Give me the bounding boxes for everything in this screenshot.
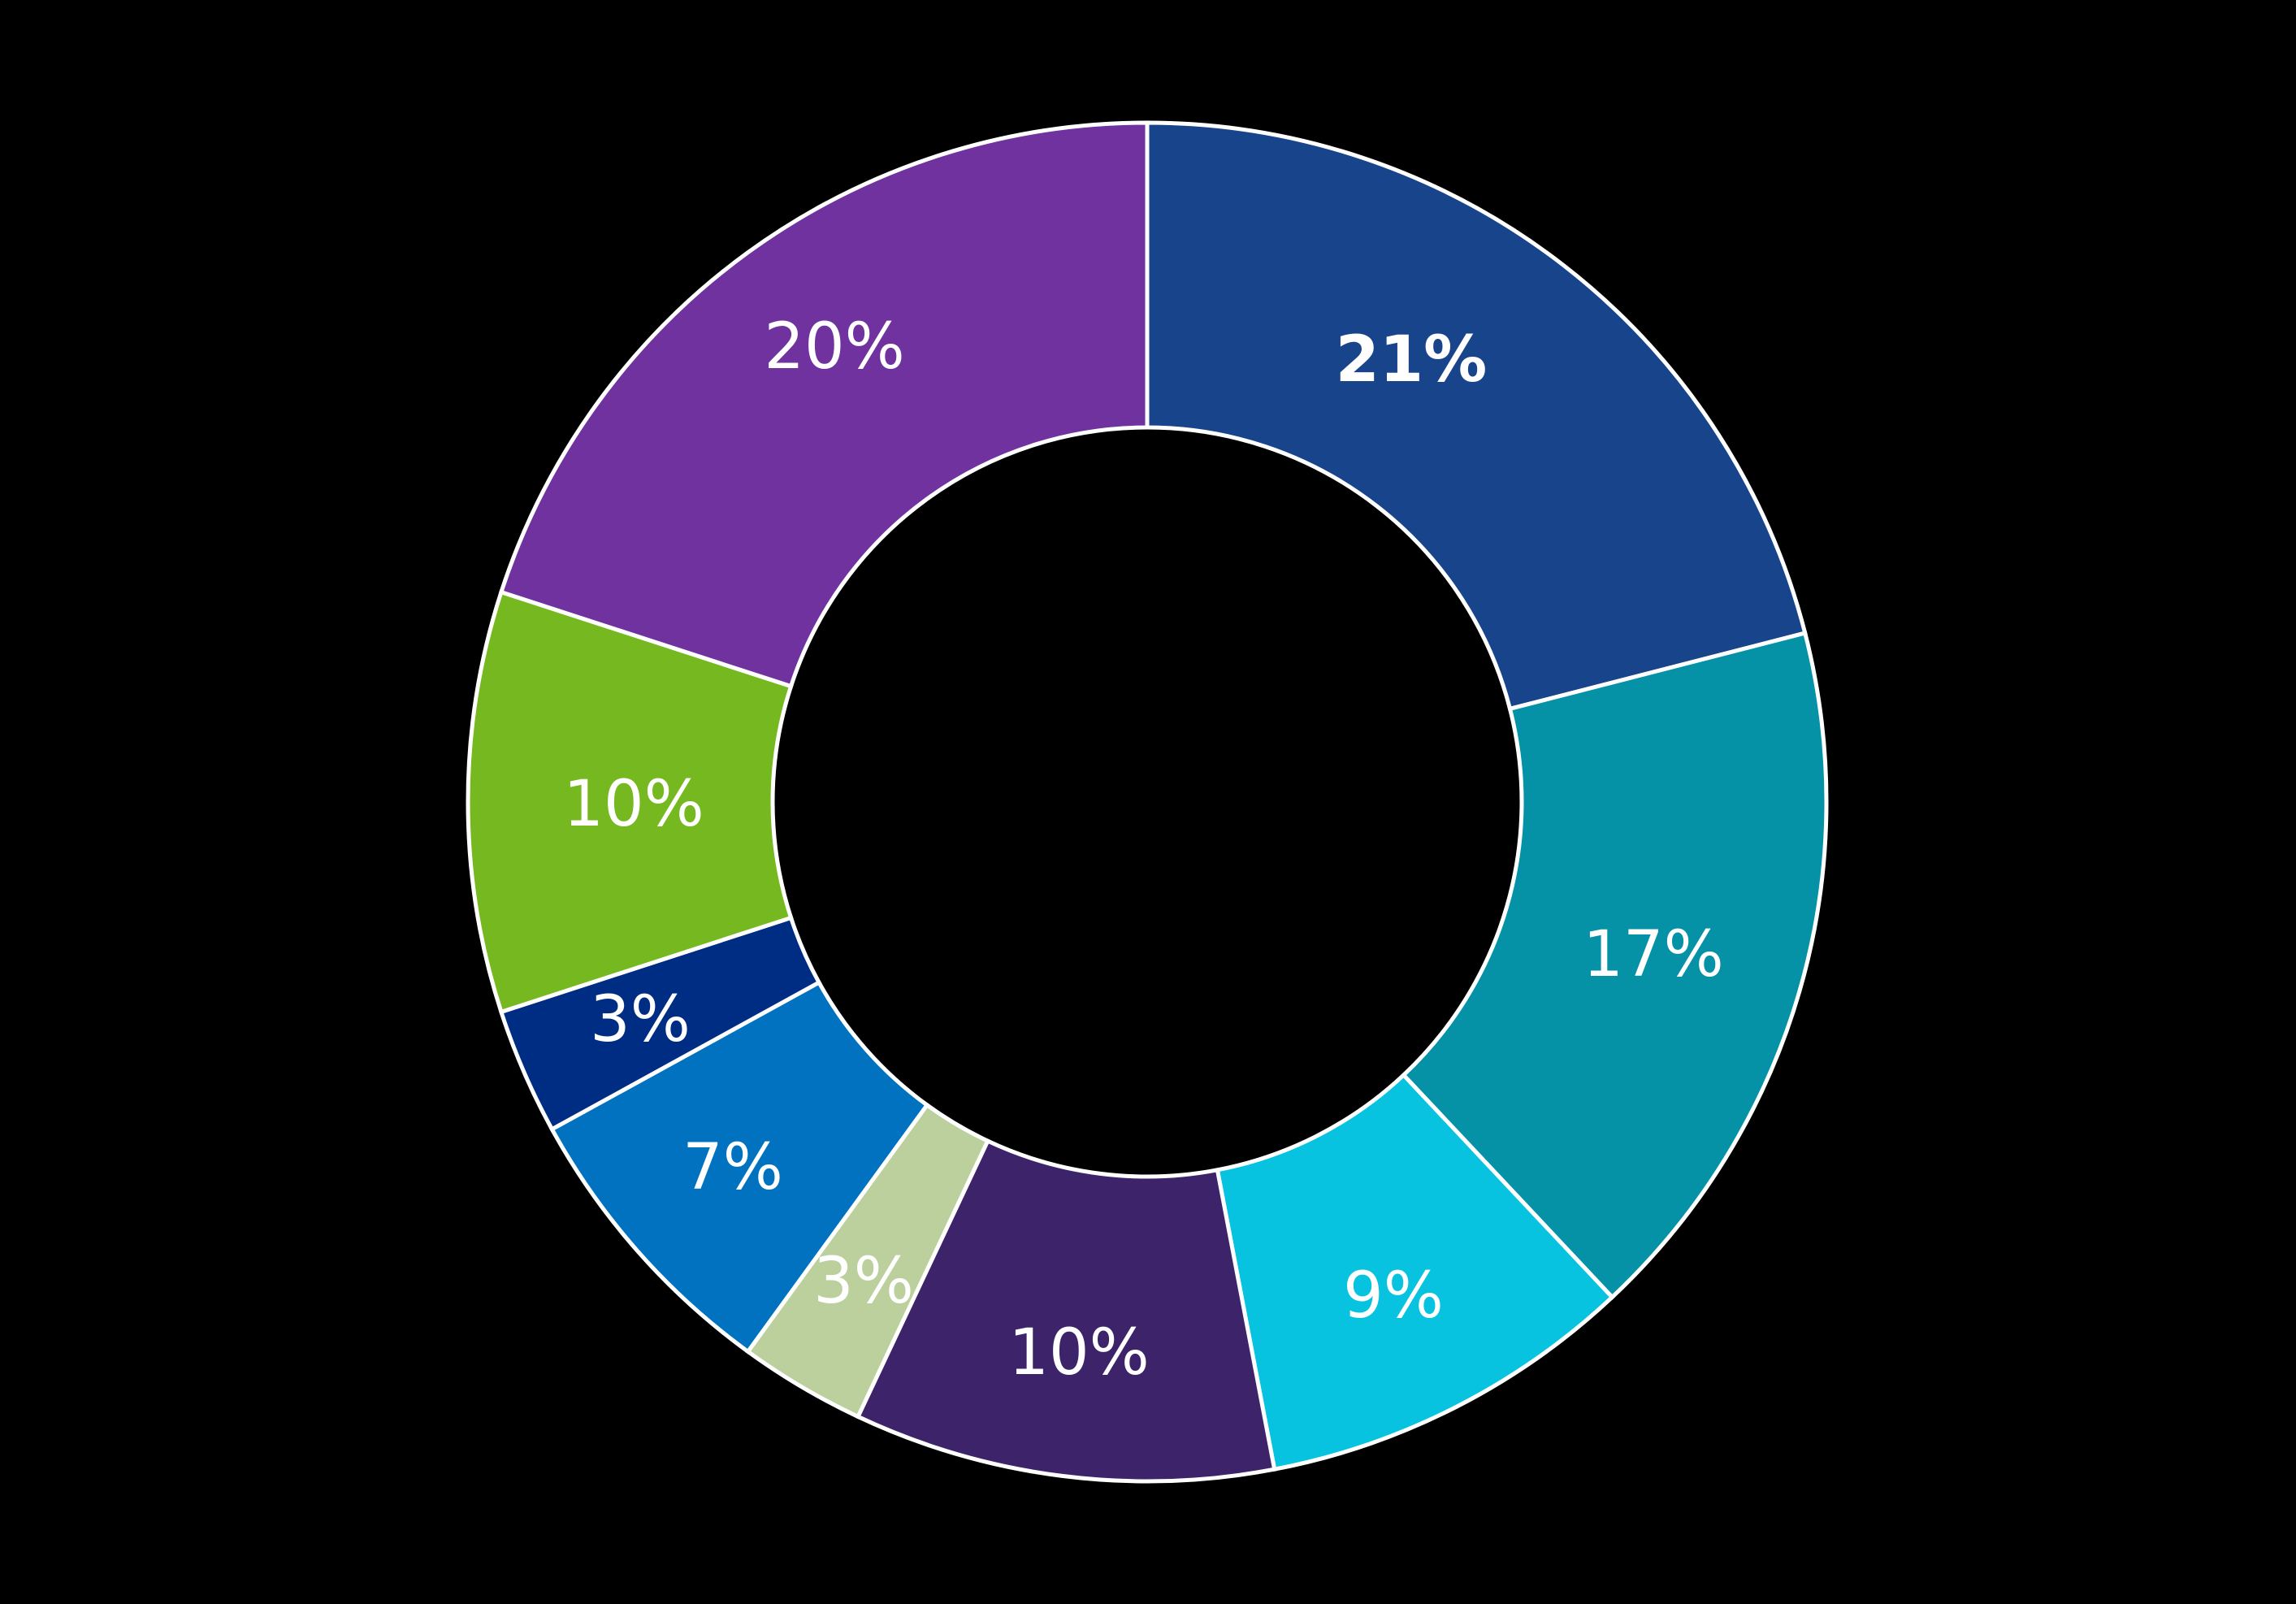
donut-slice-7 [466, 589, 794, 1015]
slice-label-3: 10% [1008, 1316, 1149, 1389]
slice-label-0: 21% [1336, 323, 1488, 397]
slice-label-7: 10% [563, 768, 704, 841]
donut-slice-3 [855, 1138, 1277, 1484]
donut-slice-0 [1145, 120, 1808, 712]
donut-slice-1 [1401, 631, 1829, 1300]
slice-label-5: 7% [682, 1131, 783, 1204]
donut-slice-8 [498, 120, 1150, 689]
slice-label-1: 17% [1583, 918, 1723, 991]
slice-label-4: 3% [813, 1245, 914, 1318]
slice-label-6: 3% [590, 983, 691, 1056]
donut-labels: 21% 17% 9% 10% 3% 7% 3% 10% 20% [563, 310, 1723, 1389]
slice-label-8: 20% [764, 310, 904, 384]
donut-slice-2 [1215, 1072, 1615, 1472]
donut-slices [466, 120, 1829, 1484]
slice-label-2: 9% [1343, 1259, 1444, 1333]
